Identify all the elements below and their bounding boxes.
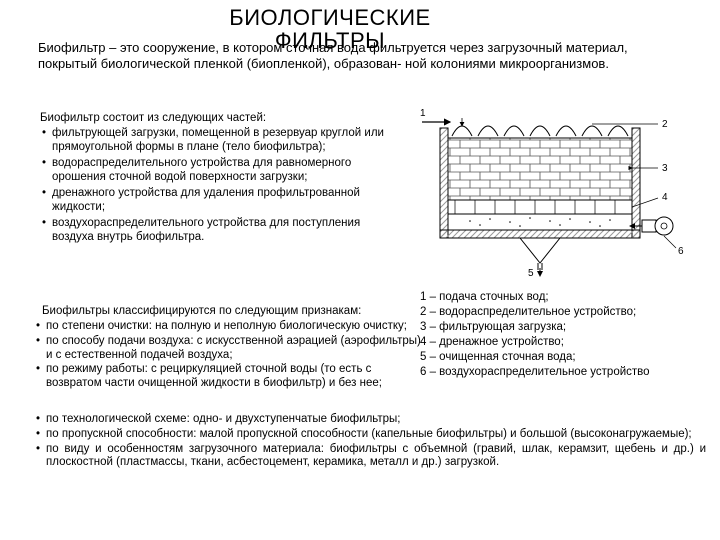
parts-item: водораспределительного устройства для ра… [52, 156, 392, 184]
classification-list-full: по технологической схеме: одно- и двухст… [34, 413, 706, 471]
legend-item: 2 – водораспределительное устройство; [420, 305, 700, 320]
intro-paragraph: Биофильтр – это сооружение, в котором ст… [38, 40, 678, 73]
classification-list-left: по степени очистки: на полную и неполную… [34, 320, 421, 392]
legend-item: 4 – дренажное устройство; [420, 335, 700, 350]
parts-heading: Биофильтр состоит из следующих частей: [40, 112, 380, 125]
parts-item: фильтрующей загрузки, помещенной в резер… [52, 126, 392, 154]
diagram-legend: 1 – подача сточных вод; 2 – водораспреде… [420, 290, 700, 380]
svg-text:4: 4 [662, 192, 668, 203]
classification-heading: Биофильтры классифицируются по следующим… [42, 305, 402, 319]
classification-item: по виду и особенностям загрузочного мате… [46, 443, 706, 471]
classification-item: по пропускной способности: малой пропуск… [46, 428, 706, 442]
parts-item: дренажного устройства для удаления профи… [52, 186, 392, 214]
parts-item: воздухораспределительного устройства для… [52, 216, 392, 244]
classification-item: по режиму работы: с рециркуляцией сточно… [46, 363, 421, 391]
svg-text:2: 2 [662, 119, 668, 130]
legend-item: 1 – подача сточных вод; [420, 290, 700, 305]
legend-item: 3 – фильтрующая загрузка; [420, 320, 700, 335]
biofilter-diagram: 1 2 3 4 5 6 [420, 108, 690, 278]
svg-text:1: 1 [420, 108, 426, 119]
svg-text:3: 3 [662, 163, 668, 174]
svg-text:5: 5 [528, 268, 534, 278]
legend-item: 5 – очищенная сточная вода; [420, 350, 700, 365]
legend-item: 6 – воздухораспределительное устройство [420, 365, 700, 380]
svg-text:6: 6 [678, 246, 684, 257]
classification-item: по технологической схеме: одно- и двухст… [46, 413, 706, 427]
classification-item: по способу подачи воздуха: с искусственн… [46, 335, 421, 363]
classification-item: по степени очистки: на полную и неполную… [46, 320, 421, 334]
parts-list: фильтрующей загрузки, помещенной в резер… [40, 126, 392, 246]
title-line-1: БИОЛОГИЧЕСКИЕ [229, 5, 430, 30]
